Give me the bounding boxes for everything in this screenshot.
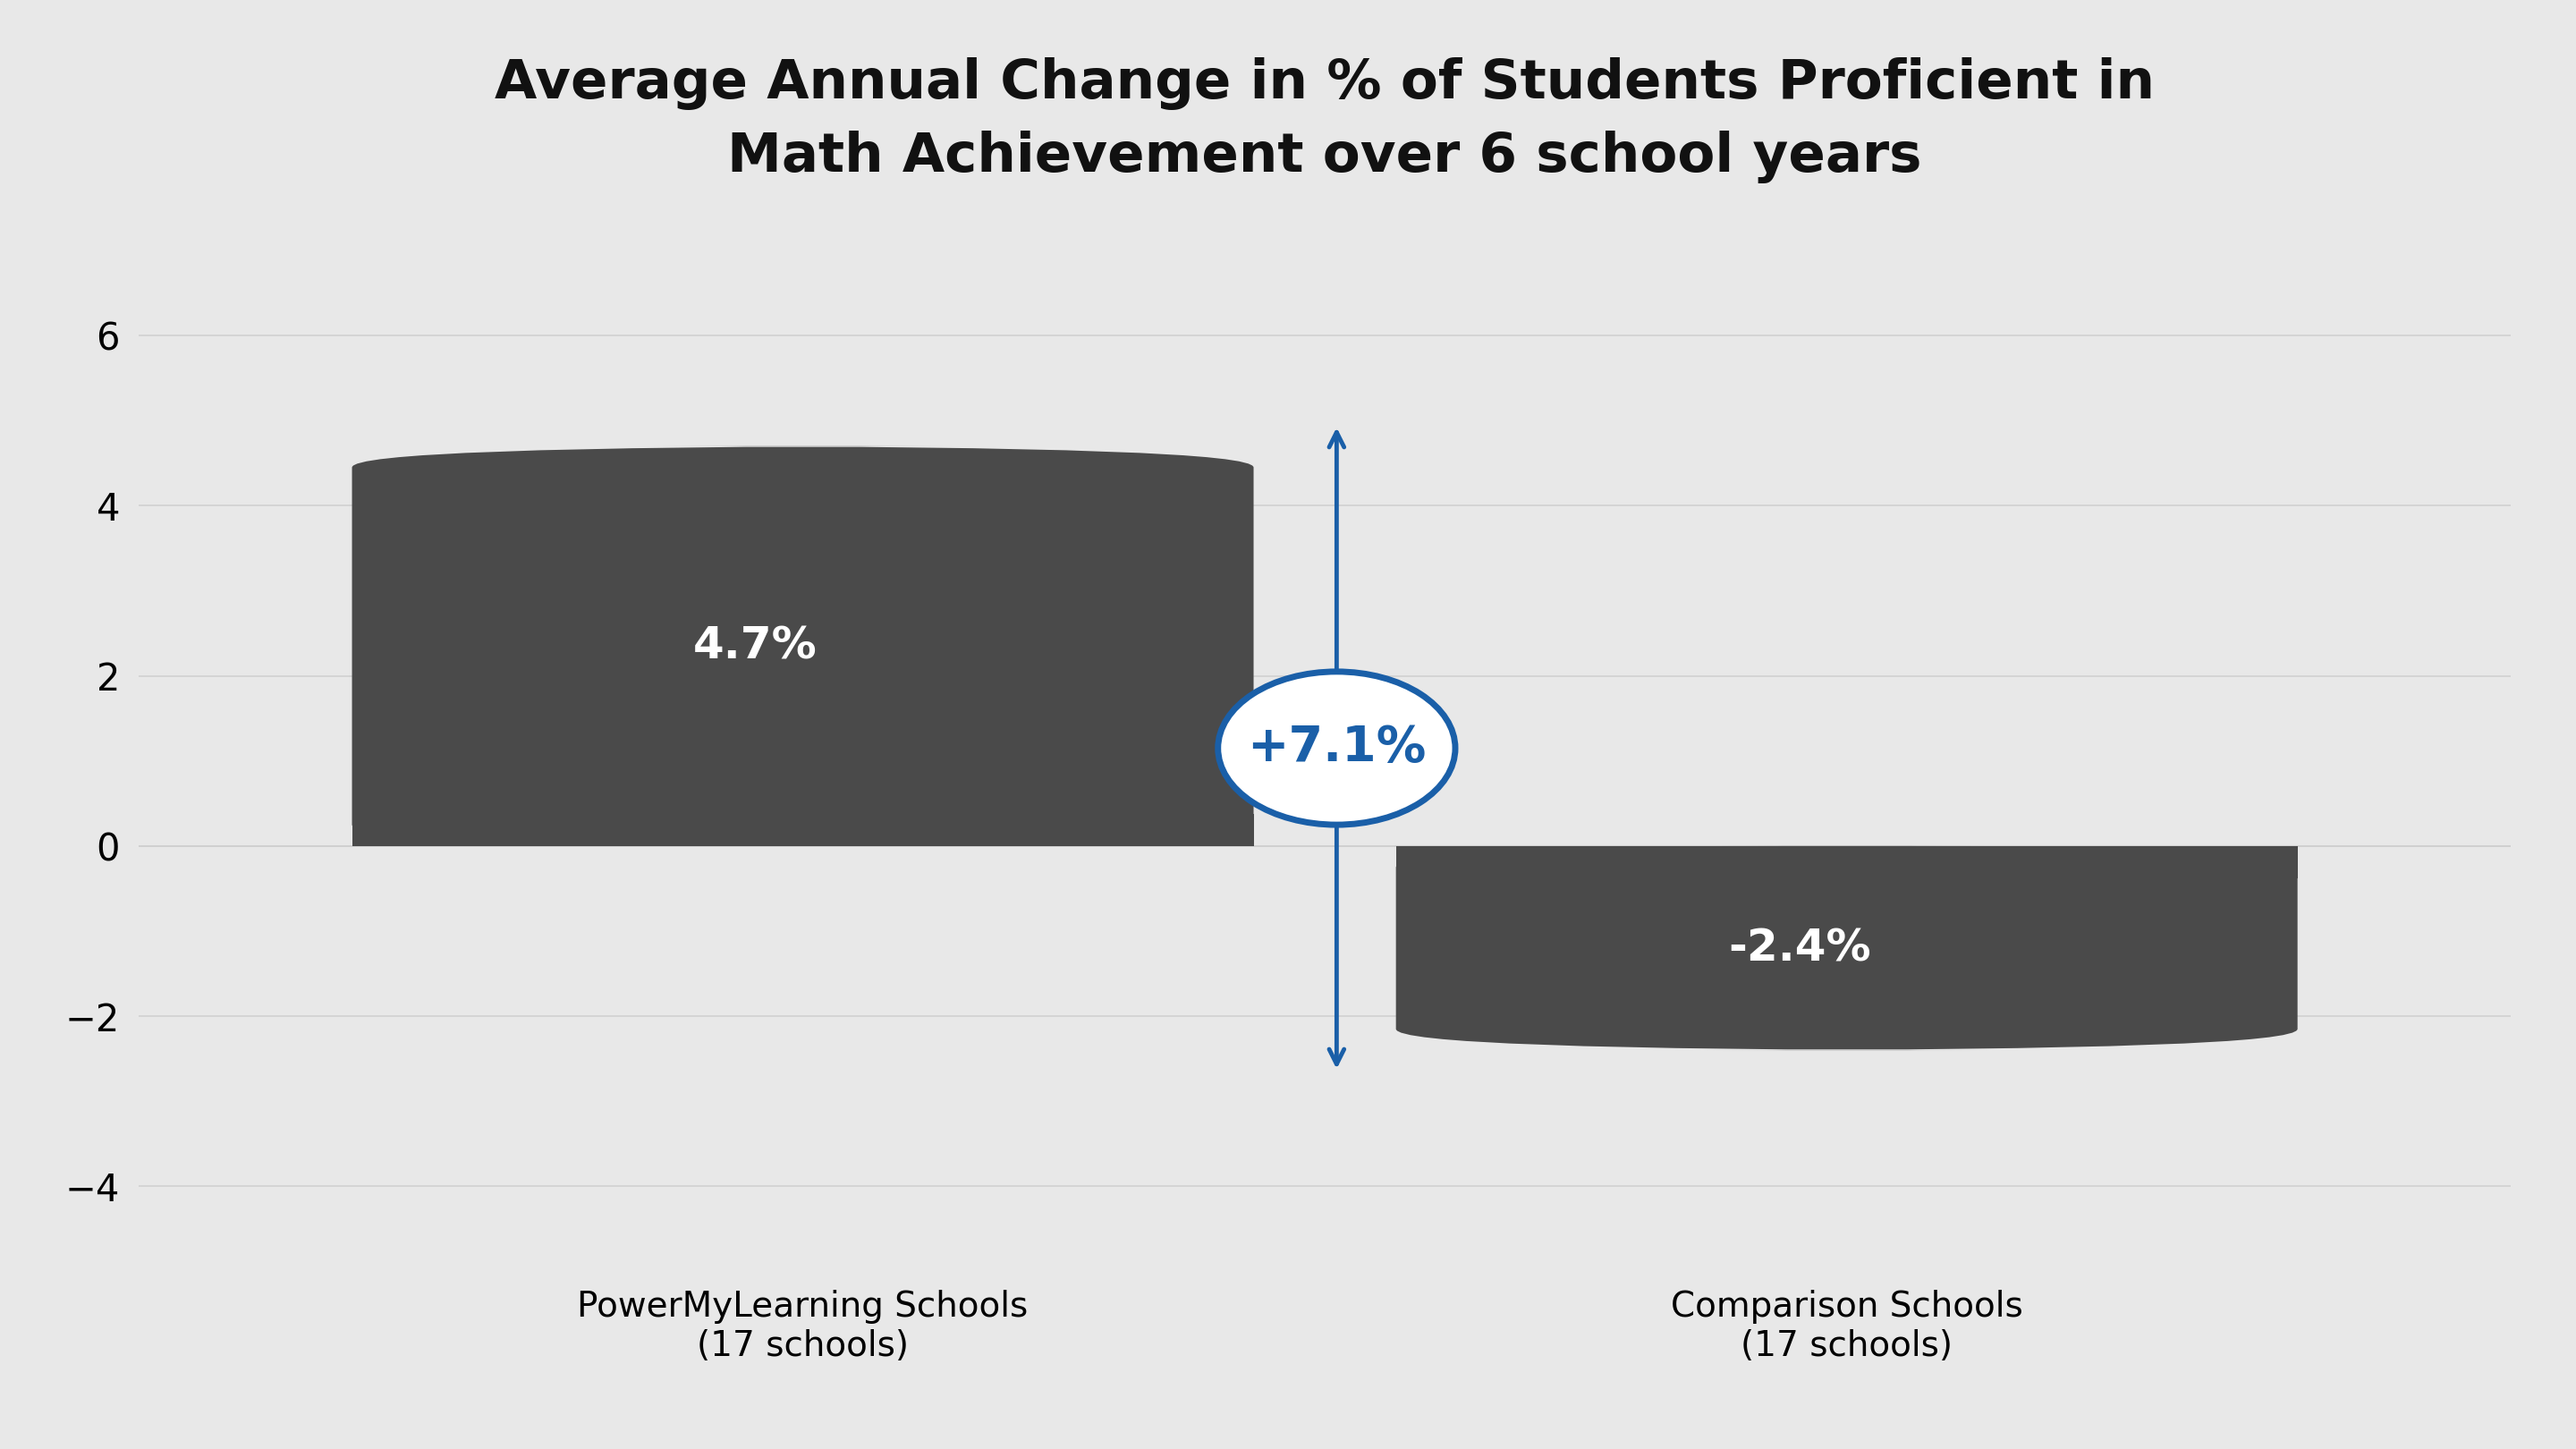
Text: 4.7%: 4.7% <box>693 625 817 668</box>
FancyBboxPatch shape <box>1396 846 2298 1051</box>
Ellipse shape <box>1218 672 1455 824</box>
Text: -2.4%: -2.4% <box>1728 927 1870 969</box>
Bar <box>353 814 1255 846</box>
Bar <box>1396 846 2298 878</box>
FancyBboxPatch shape <box>353 446 1255 846</box>
Text: +7.1%: +7.1% <box>1247 724 1427 772</box>
Title: Average Annual Change in % of Students Proficient in
Math Achievement over 6 sch: Average Annual Change in % of Students P… <box>495 57 2154 183</box>
